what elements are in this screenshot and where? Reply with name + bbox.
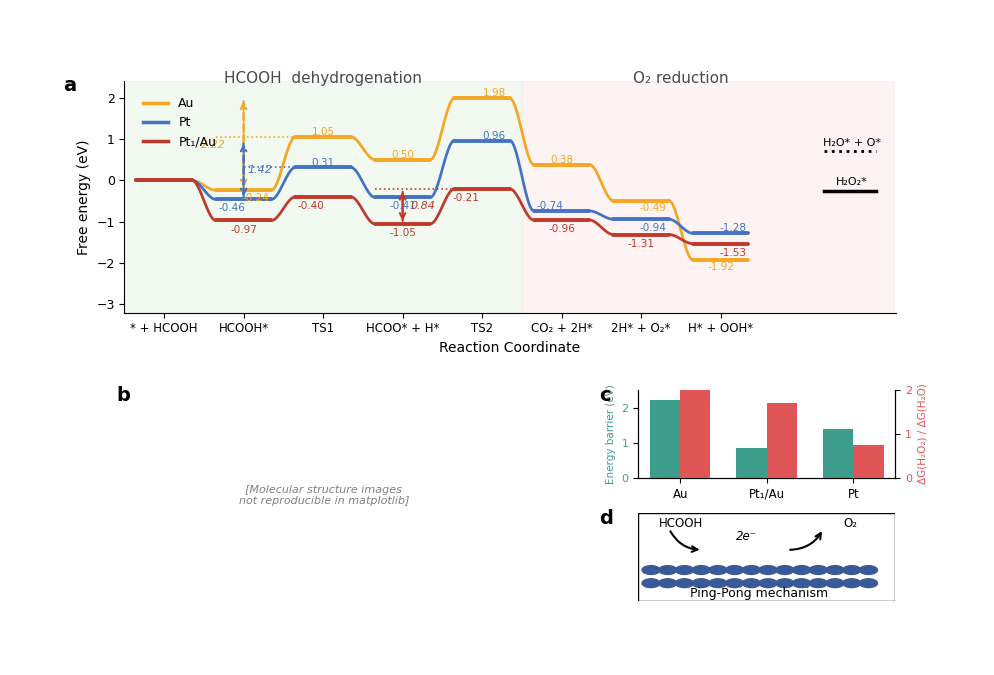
Text: 0.96: 0.96: [482, 131, 505, 140]
Y-axis label: ΔG(H₂O₂) / ΔG(H₂O): ΔG(H₂O₂) / ΔG(H₂O): [917, 383, 927, 485]
Text: -0.74: -0.74: [536, 201, 563, 211]
Ellipse shape: [641, 578, 659, 587]
Bar: [521, 81, 918, 313]
Text: -1.28: -1.28: [719, 223, 746, 234]
Ellipse shape: [775, 566, 793, 574]
Text: H₂O₂*: H₂O₂*: [835, 178, 867, 188]
Text: 0.31: 0.31: [311, 157, 334, 167]
Ellipse shape: [825, 566, 843, 574]
X-axis label: Reaction Coordinate: Reaction Coordinate: [439, 341, 580, 355]
Ellipse shape: [758, 566, 776, 574]
Ellipse shape: [692, 566, 710, 574]
Bar: [766, 403, 796, 478]
Text: 1.05: 1.05: [311, 127, 334, 137]
Text: -0.41: -0.41: [389, 201, 415, 211]
Text: HCOOH  dehydrogenation: HCOOH dehydrogenation: [224, 71, 421, 86]
Text: HCOOH: HCOOH: [658, 517, 703, 530]
Text: 1.98: 1.98: [482, 88, 505, 99]
Text: 1.42: 1.42: [248, 165, 272, 175]
Ellipse shape: [725, 566, 743, 574]
Y-axis label: Free energy (eV): Free energy (eV): [77, 139, 90, 254]
Ellipse shape: [842, 566, 860, 574]
Text: d: d: [599, 508, 612, 528]
Ellipse shape: [842, 578, 860, 587]
Ellipse shape: [758, 578, 776, 587]
Ellipse shape: [792, 578, 810, 587]
Ellipse shape: [742, 578, 759, 587]
Text: a: a: [63, 76, 76, 95]
Text: -0.46: -0.46: [218, 203, 245, 213]
Text: -0.24: -0.24: [242, 192, 268, 202]
Text: H₂O* + O*: H₂O* + O*: [822, 138, 880, 148]
Ellipse shape: [692, 578, 710, 587]
Ellipse shape: [658, 578, 676, 587]
Text: c: c: [599, 385, 610, 405]
Bar: [680, 378, 710, 478]
Text: -0.97: -0.97: [230, 225, 256, 234]
Text: 0.84: 0.84: [411, 201, 435, 211]
Bar: [124, 81, 521, 313]
Y-axis label: Energy barrier (eV): Energy barrier (eV): [605, 384, 615, 484]
Text: -1.92: -1.92: [707, 262, 734, 272]
Ellipse shape: [859, 566, 877, 574]
Text: O₂: O₂: [842, 517, 856, 530]
Ellipse shape: [675, 566, 693, 574]
Bar: [822, 429, 853, 478]
Ellipse shape: [808, 566, 826, 574]
Bar: [853, 445, 883, 478]
Ellipse shape: [825, 578, 843, 587]
Text: [Molecular structure images
not reproducible in matplotlib]: [Molecular structure images not reproduc…: [239, 485, 409, 506]
Text: 0.38: 0.38: [550, 155, 573, 165]
Text: -0.96: -0.96: [548, 224, 575, 234]
Ellipse shape: [792, 566, 810, 574]
Text: -0.40: -0.40: [297, 201, 324, 211]
Ellipse shape: [808, 578, 826, 587]
Bar: [649, 400, 680, 478]
Text: -1.31: -1.31: [627, 238, 654, 248]
Text: O₂ reduction: O₂ reduction: [632, 71, 728, 86]
Text: -0.49: -0.49: [639, 203, 666, 213]
Text: Ping-Pong mechanism: Ping-Pong mechanism: [690, 587, 827, 600]
Text: b: b: [116, 386, 130, 405]
Text: -0.21: -0.21: [452, 193, 479, 203]
Ellipse shape: [742, 566, 759, 574]
Text: -1.53: -1.53: [719, 248, 746, 258]
Text: -0.94: -0.94: [639, 223, 666, 234]
Ellipse shape: [641, 566, 659, 574]
Text: 2.22: 2.22: [201, 140, 226, 150]
Text: -1.05: -1.05: [389, 228, 415, 238]
Ellipse shape: [675, 578, 693, 587]
Text: 2e⁻: 2e⁻: [735, 530, 756, 543]
Bar: [736, 448, 766, 478]
Ellipse shape: [708, 578, 727, 587]
Ellipse shape: [859, 578, 877, 587]
Ellipse shape: [658, 566, 676, 574]
Ellipse shape: [775, 578, 793, 587]
Legend: Au, Pt, Pt₁/Au: Au, Pt, Pt₁/Au: [138, 92, 221, 153]
Ellipse shape: [708, 566, 727, 574]
Text: 0.50: 0.50: [391, 150, 414, 160]
Ellipse shape: [725, 578, 743, 587]
